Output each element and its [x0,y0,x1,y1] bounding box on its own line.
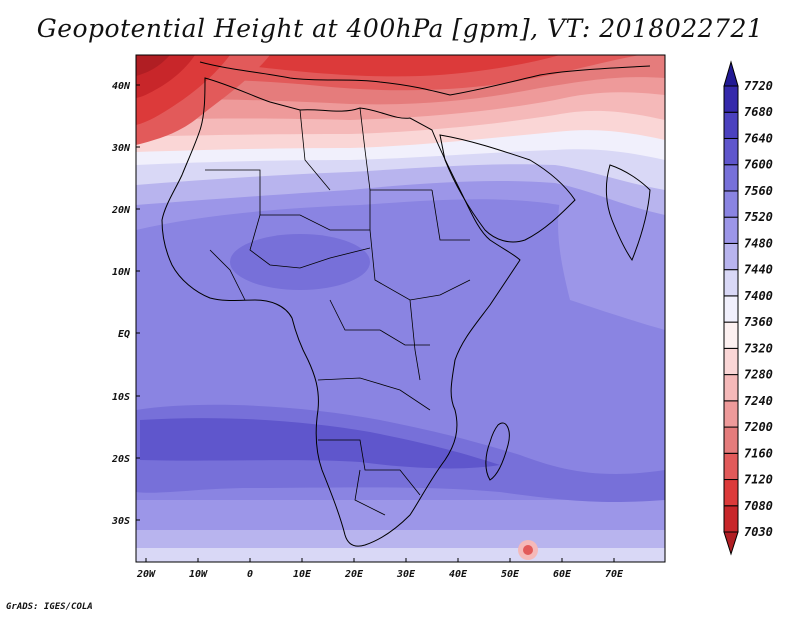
colorbar: 7030 7080 7120 7160 7200 7240 7280 7320 7360 7400… [723,60,773,556]
height-field [136,55,665,562]
border-11 [359,107,371,191]
colorbar-swatch-7600 [723,137,739,166]
colorbar-swatch-7360 [723,295,739,323]
colorbar-swatch-7440 [723,242,739,271]
field-nw-low-4 [136,55,170,76]
border-5 [317,377,431,411]
colorbar-swatch-7560 [723,164,739,192]
colorbar-label-7640: 7640 [744,131,773,145]
lon-label-0: 0 [247,569,253,580]
colorbar-label-7480: 7480 [744,236,773,250]
colorbar-swatch-7480 [723,216,739,244]
madagascar-coast [485,422,510,481]
colorbar-swatch-7160 [723,426,739,454]
colorbar-label-7520: 7520 [744,210,773,224]
field-cyclone-core [523,545,533,555]
colorbar-arrow-high [723,60,739,87]
colorbar-label-7680: 7680 [744,105,773,119]
lat-label-10n: 10N [112,267,131,278]
colorbar-swatch-7640 [723,111,739,139]
colorbar-label-7600: 7600 [744,158,773,172]
colorbar-label-7160: 7160 [744,446,773,460]
field-west-africa [230,234,370,290]
grads-credit: GrADS: IGES/COLA [6,602,93,612]
colorbar-arrow-low [723,531,739,556]
border-9 [431,189,470,241]
lat-label-20n: 20N [111,205,131,216]
colorbar-swatch-7520 [723,190,739,218]
country-borders [205,107,471,516]
colorbar-label-7120: 7120 [744,473,773,487]
lat-label-eq: EQ [118,329,130,340]
lon-label-40e: 40E [449,569,468,580]
border-12 [209,249,246,301]
colorbar-label-7720: 7720 [744,79,773,93]
lon-label-60e: 60E [553,569,572,580]
colorbar-label-7280: 7280 [744,368,773,382]
colorbar-label-7240: 7240 [744,394,773,408]
border-1 [205,169,432,231]
map-title: Geopotential Height at 400hPa [gpm], VT:… [36,14,764,43]
lat-label-30n: 30N [111,143,131,154]
lat-label-20s: 20S [111,454,130,465]
lat-label-40n: 40N [112,81,131,92]
india-coast [605,164,651,262]
border-4 [329,299,430,346]
africa-coast [161,77,521,547]
field-south-core [140,418,500,469]
lon-label-20e: 20E [344,569,364,580]
europe-coast [199,61,651,96]
colorbar-label-7440: 7440 [744,263,773,277]
colorbar-label-7400: 7400 [744,289,773,303]
lon-label-10e: 10E [293,569,312,580]
lon-label-30e: 30E [396,569,416,580]
lat-axis: 40N 30N 20N 10N EQ 10S 20S 30S [111,81,140,527]
colorbar-swatch-7280 [723,347,739,376]
lat-label-10s: 10S [112,392,130,403]
border-7 [354,469,386,516]
colorbar-swatch-7240 [723,374,739,402]
lat-label-30s: 30S [111,516,130,527]
border-8 [409,299,421,381]
lon-label-10w: 10W [189,569,208,580]
arabia-coast [439,134,576,243]
colorbar-label-7030: 7030 [744,525,773,539]
lon-label-20w: 20W [136,569,156,580]
colorbar-label-7560: 7560 [744,184,773,198]
border-10 [299,109,331,191]
lon-label-70e: 70E [605,569,624,580]
lon-label-50e: 50E [501,569,520,580]
colorbar-swatch-7120 [723,452,739,481]
colorbar-label-7080: 7080 [744,499,773,513]
border-2 [249,214,371,269]
colorbar-label-7200: 7200 [744,420,773,434]
colorbar-swatch-7320 [723,321,739,349]
plot-frame [135,54,666,563]
colorbar-swatch-7200 [723,400,739,428]
colorbar-swatch-7400 [723,269,739,297]
border-6 [318,439,421,496]
lon-axis: 20W 10W 0 10E 20E 30E 40E 50E 60E 70E [136,558,624,580]
colorbar-swatch-7030 [723,505,739,533]
colorbar-swatch-7680 [723,85,739,113]
colorbar-label-7320: 7320 [744,341,773,355]
colorbar-label-7360: 7360 [744,315,773,329]
field-south-rim [136,548,665,562]
coastlines [161,61,651,547]
colorbar-swatch-7080 [723,479,739,507]
